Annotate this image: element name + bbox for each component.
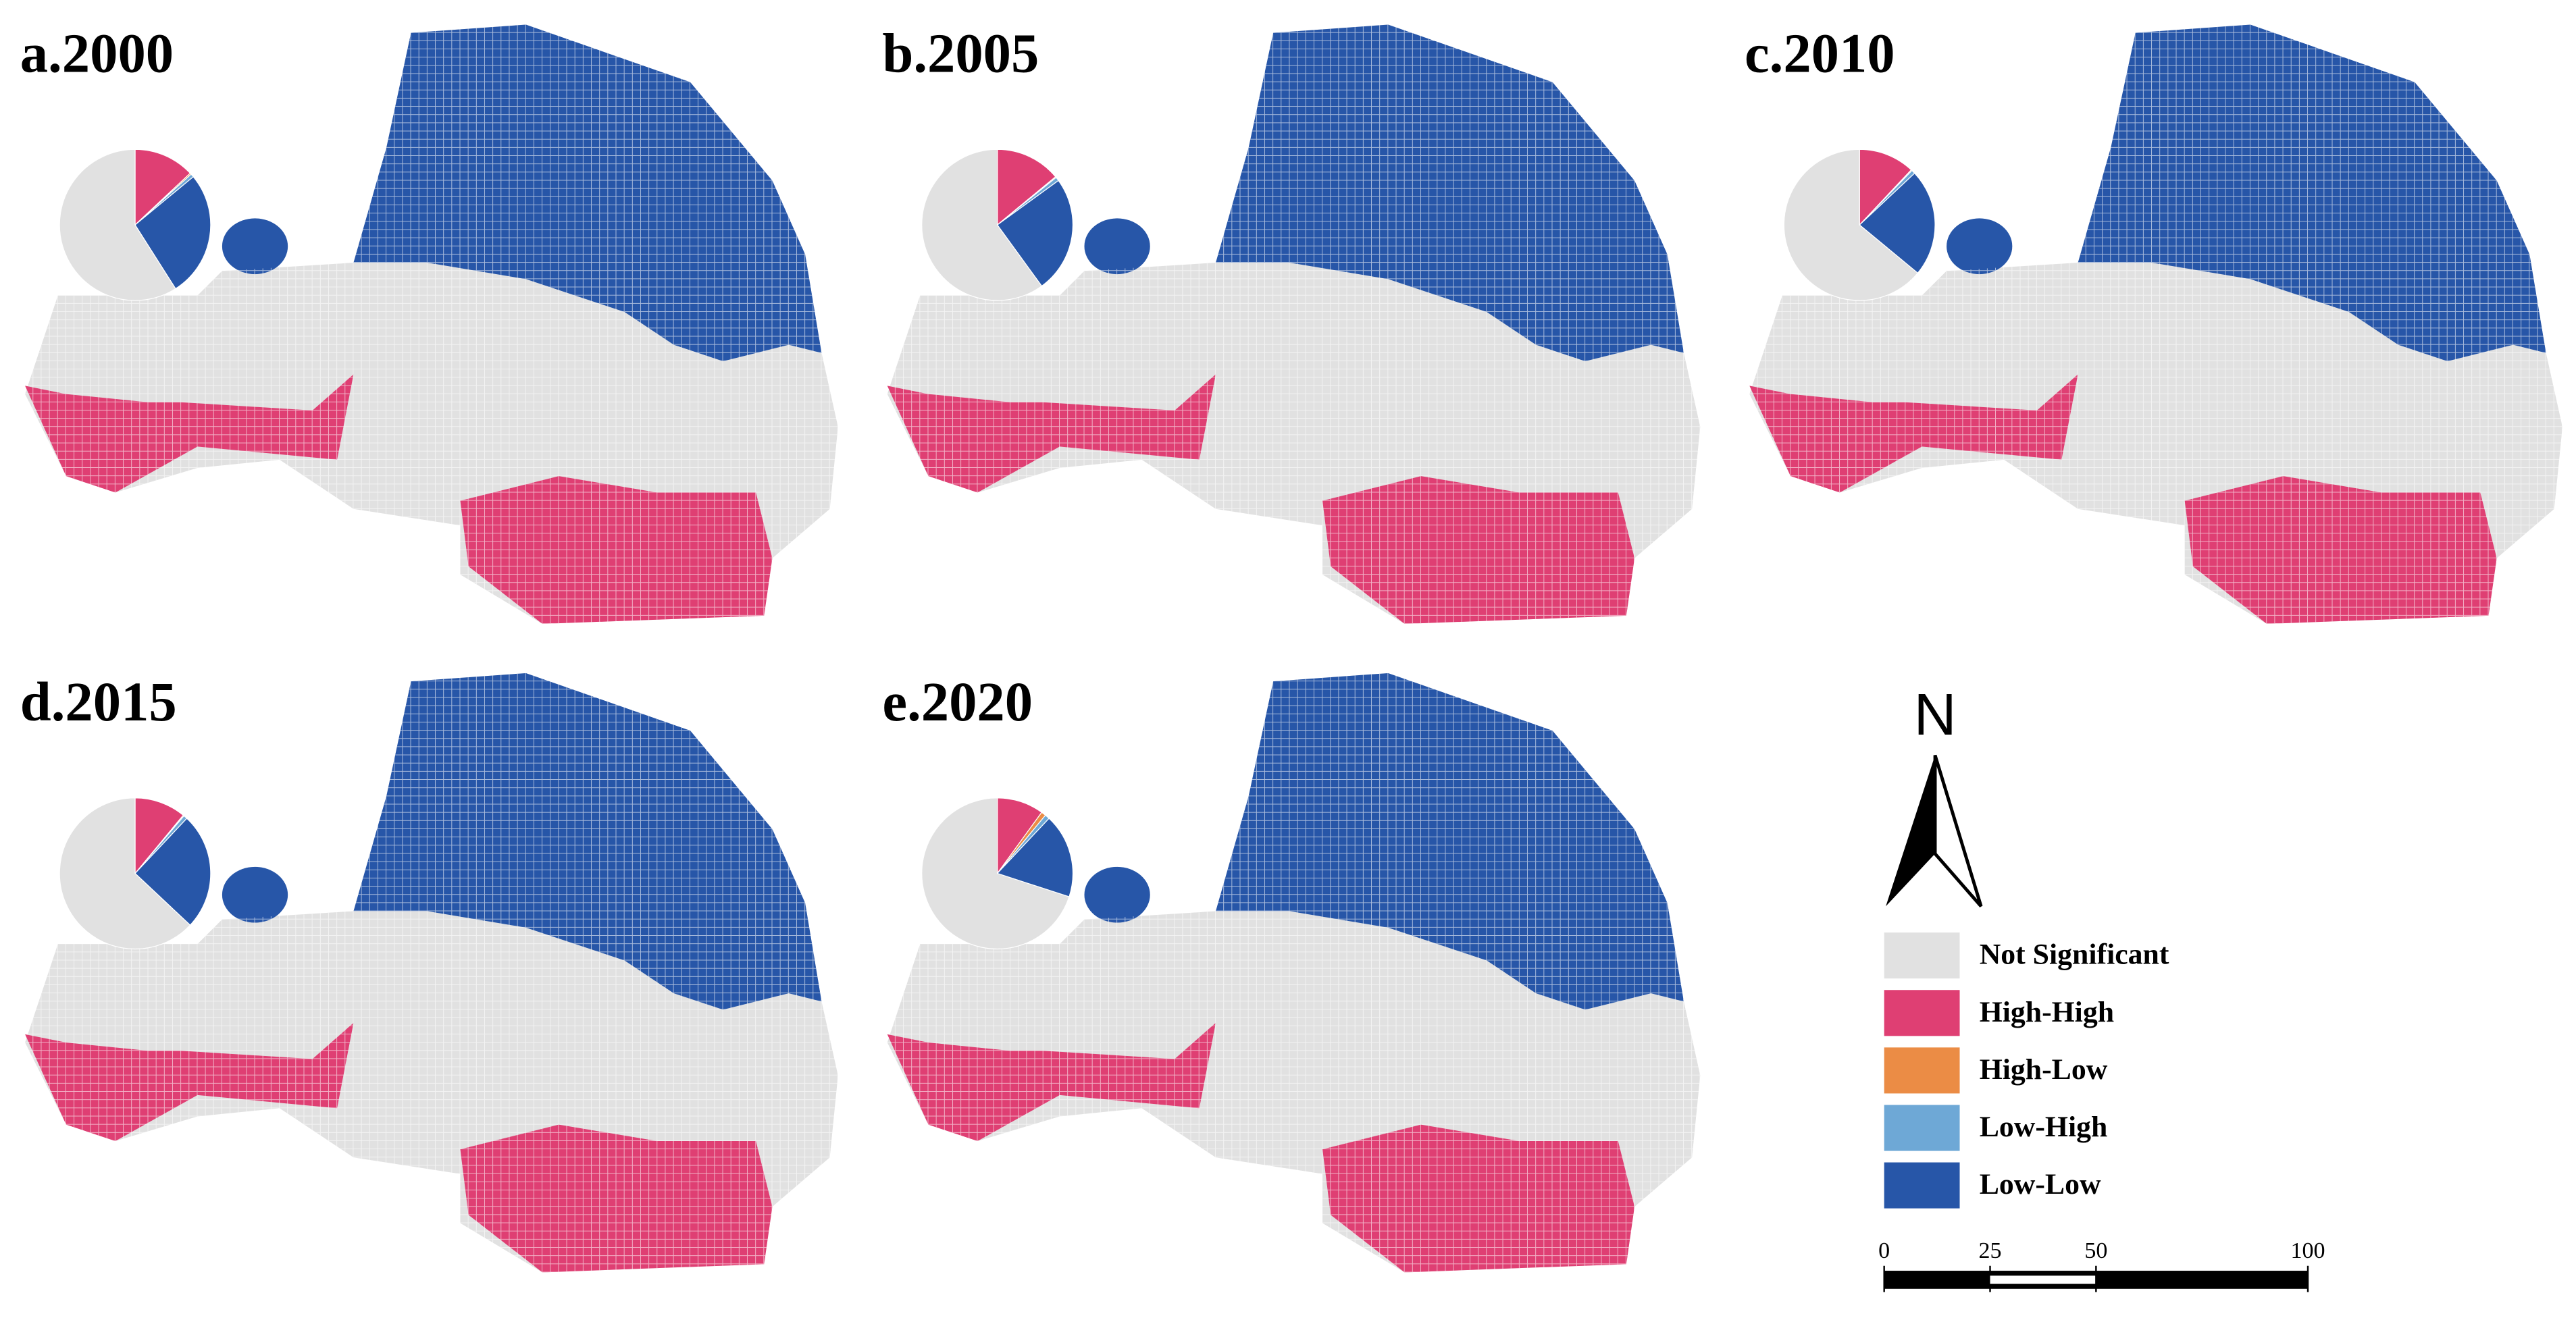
pie-slice	[921, 797, 1070, 950]
pie-slice	[134, 797, 184, 875]
legend-swatch	[1884, 1105, 1960, 1151]
map-grid	[887, 24, 1701, 625]
map-cluster	[222, 218, 288, 275]
legend-swatch	[1884, 1162, 1960, 1209]
legend-swatch	[1884, 932, 1960, 979]
map-grid	[1749, 24, 2562, 625]
pie-slice	[59, 797, 191, 949]
scale-label: 100	[2290, 1238, 2325, 1263]
map-cluster	[1947, 218, 2013, 275]
map-cluster	[1084, 218, 1150, 275]
pie-slice	[134, 149, 191, 226]
north-label: N	[1913, 681, 1956, 747]
map-panel: d.2015	[20, 670, 838, 1273]
panel-label: c.2010	[1745, 22, 1895, 84]
map-grid	[25, 672, 838, 1273]
pie-slice	[1859, 149, 1912, 226]
pie-slice	[921, 149, 1043, 301]
legend-label: High-Low	[1980, 1053, 2108, 1086]
map-cluster	[1084, 866, 1150, 923]
panel-label: b.2005	[882, 22, 1039, 84]
scale-segment	[1990, 1275, 2096, 1284]
legend-label: Not Significant	[1980, 939, 2169, 971]
legend-label: Low-Low	[1980, 1168, 2101, 1200]
north-arrow	[1933, 754, 1983, 907]
pie-slice	[997, 149, 1056, 226]
legend-swatch	[1884, 1047, 1960, 1094]
map-panel: b.2005	[882, 22, 1701, 625]
pie-slice	[996, 180, 1074, 287]
map-panel: c.2010	[1745, 22, 2562, 625]
map-grid	[25, 24, 838, 625]
scale-label: 25	[1978, 1238, 2001, 1263]
panel-label: e.2020	[882, 670, 1033, 733]
pie-slice	[134, 176, 211, 290]
maps: a.2000 b.2005 c.2010 d.2015 e.2020	[20, 22, 2562, 1273]
scale-label: 0	[1878, 1238, 1890, 1263]
legend-panel: N Not Significant High-High High-Low Low-Hi…	[1878, 681, 2325, 1292]
legend-label: Low-High	[1980, 1111, 2108, 1143]
map-grid	[887, 672, 1701, 1273]
panel-label: a.2000	[20, 22, 174, 84]
scale-label: 50	[2084, 1238, 2107, 1263]
north-arrow	[1886, 755, 1936, 907]
legend-label: High-High	[1980, 996, 2114, 1028]
pie-slice	[1783, 149, 1919, 301]
panel-label: d.2015	[20, 670, 177, 733]
map-cluster	[222, 866, 288, 923]
pie-slice	[59, 149, 176, 301]
map-panel: a.2000	[20, 22, 838, 625]
map-panel: e.2020	[882, 670, 1701, 1273]
pie-slice	[996, 818, 1074, 897]
pie-slice	[134, 818, 211, 926]
legend-swatch	[1884, 990, 1960, 1036]
pie-slice	[1859, 172, 1936, 274]
